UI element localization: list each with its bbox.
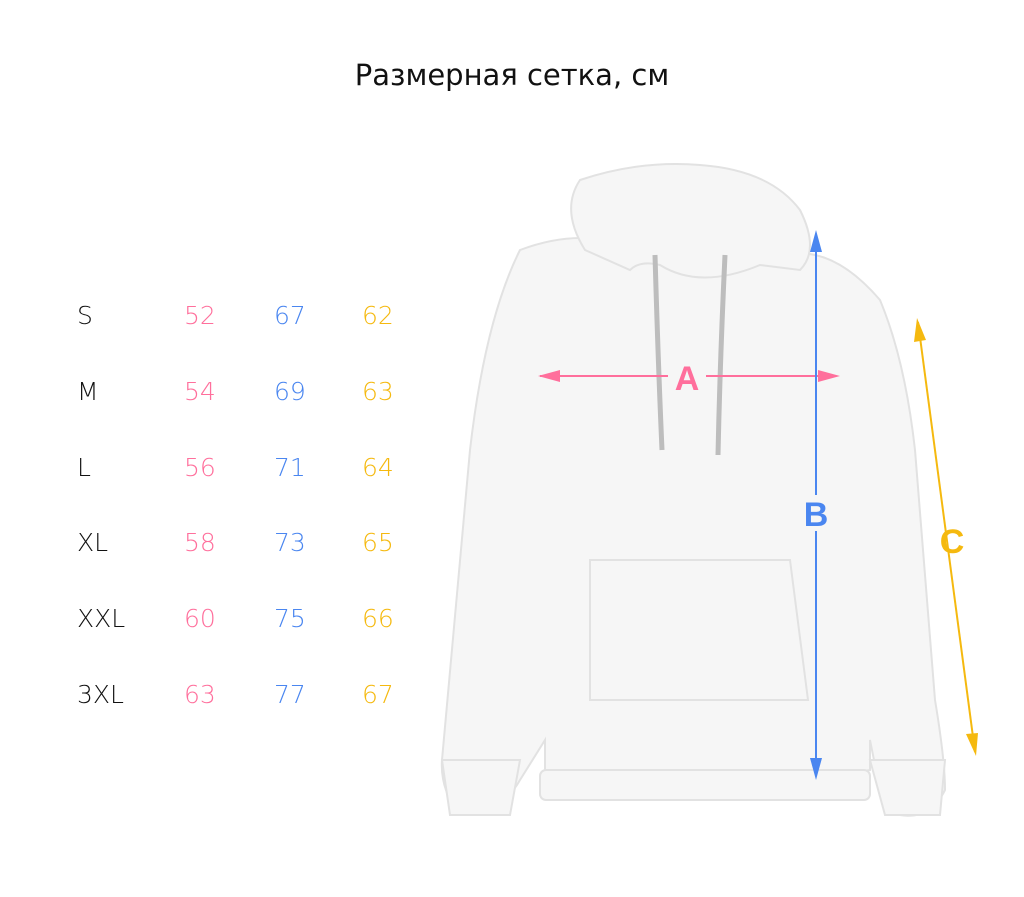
measure-b: 67 xyxy=(274,301,306,330)
size-label: L xyxy=(77,452,91,482)
measure-b: 75 xyxy=(274,604,306,634)
size-label: XL xyxy=(77,528,109,558)
measure-c: 64 xyxy=(362,452,394,482)
measure-a: 63 xyxy=(184,680,216,709)
label-b: B xyxy=(804,496,829,534)
measure-a: 52 xyxy=(184,301,216,330)
size-label: M xyxy=(77,376,99,406)
measure-c: 62 xyxy=(362,301,394,330)
measure-c: 67 xyxy=(362,680,394,709)
hoodie-image xyxy=(440,163,947,817)
measure-b: 73 xyxy=(274,528,306,558)
measure-b: 71 xyxy=(274,452,306,482)
drawstrings xyxy=(652,254,728,456)
measure-a: 58 xyxy=(184,528,216,558)
page-title: Размерная сетка, см xyxy=(354,58,670,92)
measure-c: 63 xyxy=(362,376,394,406)
label-c: C xyxy=(940,523,965,561)
measure-a: 60 xyxy=(184,604,216,634)
measure-b: 77 xyxy=(274,680,306,709)
measure-b: 69 xyxy=(274,376,306,406)
measure-a: 54 xyxy=(184,376,216,406)
size-label: S xyxy=(77,301,93,330)
measure-a: 56 xyxy=(184,452,216,482)
label-a: A xyxy=(675,360,700,398)
measure-c: 66 xyxy=(362,604,394,634)
size-label: 3XL xyxy=(77,680,124,709)
size-label: XXL xyxy=(77,604,126,634)
measure-c: 65 xyxy=(362,528,394,558)
arrow-c xyxy=(914,318,978,756)
